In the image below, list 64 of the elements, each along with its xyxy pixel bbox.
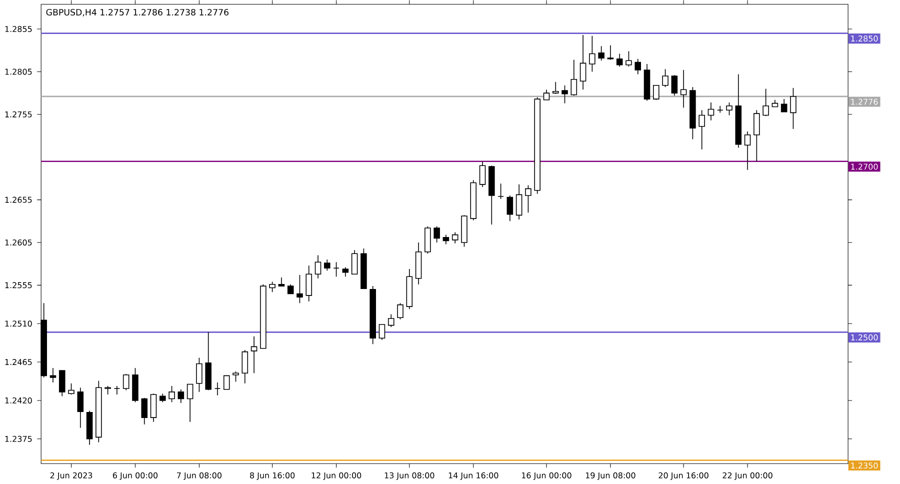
candlestick (269, 281, 276, 292)
candlestick (634, 58, 642, 75)
candlestick (424, 226, 431, 254)
candlestick (333, 262, 340, 277)
candlestick (351, 250, 358, 274)
candlestick (287, 284, 294, 294)
candlestick (653, 84, 660, 100)
candlestick (543, 89, 550, 100)
candlestick (223, 375, 230, 390)
candlestick (589, 35, 596, 72)
candlestick (716, 105, 724, 113)
candlestick (378, 324, 386, 340)
candlestick (186, 384, 194, 422)
candlestick (342, 266, 349, 277)
candlestick (479, 160, 486, 188)
candlestick (232, 370, 239, 382)
candlestick (671, 74, 678, 96)
candlestick (525, 184, 532, 213)
candlestick (114, 385, 120, 395)
candlestick (744, 130, 751, 170)
candlestick (680, 69, 687, 108)
candlestick (388, 314, 394, 328)
chart-title: GBPUSD,H4 1.2757 1.2786 1.2738 1.2776 (46, 8, 228, 16)
candlestick (780, 98, 788, 112)
candlestick (790, 87, 796, 130)
candlestick (68, 382, 74, 395)
candlestick (397, 302, 404, 320)
candlestick (552, 81, 559, 94)
candlestick (726, 102, 732, 116)
candlestick (196, 357, 202, 392)
candlestick (150, 393, 157, 422)
candlestick (214, 382, 221, 396)
candlestick (708, 102, 714, 121)
candlestick (616, 53, 623, 67)
candlestick (77, 387, 84, 428)
candlestick (324, 259, 330, 271)
candlestick (141, 397, 148, 425)
candlestick (698, 110, 705, 150)
candlestick (178, 388, 184, 404)
candlestick (516, 184, 522, 220)
candlestick (754, 110, 760, 162)
candlestick (242, 350, 248, 384)
candlestick (607, 44, 614, 60)
candlestick (168, 385, 175, 402)
candlestick (498, 183, 504, 200)
candlestick (452, 232, 458, 244)
candlestick (122, 373, 130, 390)
candlestick (278, 276, 285, 286)
candlestick (598, 46, 604, 61)
candlestick (296, 274, 303, 304)
candlestick (50, 367, 56, 383)
candlestick (58, 370, 66, 396)
candlestick (306, 264, 312, 302)
candlestick (314, 254, 322, 279)
candlestick (506, 194, 514, 222)
candlestick (570, 59, 578, 96)
candlestick (442, 234, 450, 244)
candlestick (662, 68, 668, 88)
candlestick (562, 84, 568, 104)
candlestick (250, 336, 258, 374)
candlestick (762, 88, 769, 116)
candlestick (434, 226, 440, 243)
candlestick (580, 34, 586, 90)
candlestick (626, 50, 632, 67)
